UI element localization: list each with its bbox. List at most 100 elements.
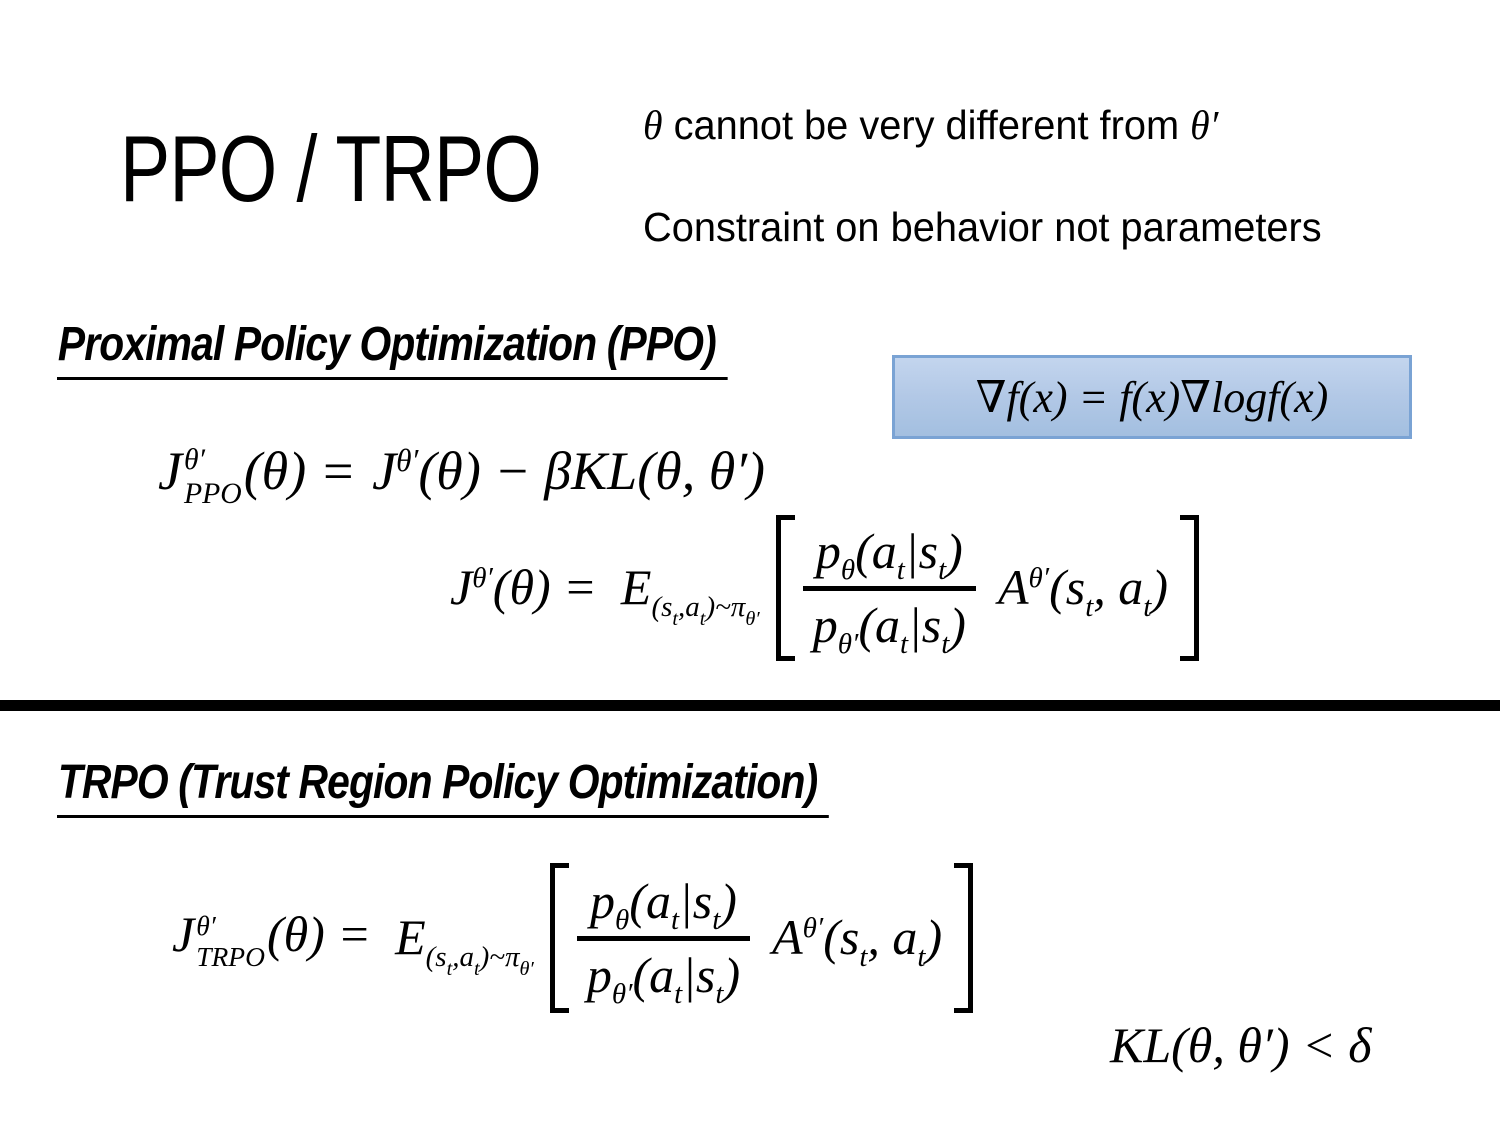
open-s: (s <box>1049 559 1086 616</box>
close-paren: ) <box>949 596 966 653</box>
t-subscript: t <box>896 554 905 587</box>
note-line-2: Constraint on behavior not parameters <box>643 204 1322 250</box>
expectation-subscript: (st,at)~πθ′ <box>651 591 759 630</box>
expectation-term: E(st,at)~πθ′ <box>395 909 534 980</box>
t-subscript: t <box>473 957 480 980</box>
close-paren: ) <box>1151 559 1168 616</box>
lhs-args-equals: (θ) = <box>492 559 597 616</box>
theta-prime-superscript: θ′ <box>802 912 824 945</box>
close-paren: ) <box>723 946 741 1003</box>
given-s: |s <box>679 872 713 929</box>
theta-symbol: θ <box>643 102 663 148</box>
J-symbol: J <box>372 440 397 501</box>
expectation-E-symbol: E <box>620 559 652 616</box>
given-s: |s <box>908 596 942 653</box>
trpo-section-heading: TRPO (Trust Region Policy Optimization) <box>57 757 830 819</box>
theta-subscript: θ <box>840 554 856 587</box>
comma-a: , a <box>1093 559 1144 616</box>
J-script-stack: θ′ PPO <box>184 446 242 509</box>
sub-open-s: (s <box>425 941 447 974</box>
left-bracket <box>775 515 795 661</box>
surrogate-lhs: Jθ′(θ) = <box>450 559 597 617</box>
ppo-subscript: PPO <box>183 477 242 510</box>
t-subscript: t <box>446 957 453 980</box>
right-bracket <box>1179 515 1199 661</box>
fraction-numerator: pθ(at|st) <box>806 519 973 587</box>
close-paren: ) <box>946 522 963 579</box>
lhs-args-equals: (θ) = <box>243 440 357 501</box>
note-line-1: θ cannot be very different from θ′ <box>643 102 1219 148</box>
theta-prime-superscript: θ′ <box>183 444 206 477</box>
left-bracket <box>549 863 569 1013</box>
given-s: |s <box>682 946 716 1003</box>
surrogate-objective-formula: Jθ′(θ) = E(st,at)~πθ′ pθ(at|st) pθ′(at|s… <box>450 515 1199 661</box>
kl-constraint-formula: KL(θ, θ′) < δ <box>1110 1017 1372 1073</box>
t-subscript: t <box>715 978 724 1011</box>
theta-prime-subscript: θ′ <box>611 978 633 1011</box>
fraction-denominator: pθ′(at|st) <box>577 943 750 1011</box>
open-s: (s <box>823 909 860 966</box>
p-symbol: p <box>812 596 838 653</box>
expectation-E-symbol: E <box>395 909 426 966</box>
sub-open-s: (s <box>651 591 673 624</box>
close-paren: ) <box>720 872 737 929</box>
probability-ratio-fraction: pθ(at|st) pθ′(at|st) <box>576 869 751 1011</box>
theta-prime-superscript: θ′ <box>1028 562 1050 595</box>
sub-comma-a: ,a <box>678 591 700 624</box>
theta-prime-superscript: θ′ <box>396 442 419 478</box>
slide-title: PPO / TRPO <box>120 116 542 221</box>
kl-penalty-term: (θ) − βKL(θ, θ′) <box>418 440 766 501</box>
t-subscript: t <box>670 904 680 937</box>
t-subscript: t <box>938 554 947 587</box>
J-symbol: J <box>450 559 473 616</box>
theta-prime-superscript: θ′ <box>196 909 216 941</box>
section-divider <box>0 700 1500 711</box>
p-symbol: p <box>815 522 841 579</box>
t-subscript: t <box>712 904 721 937</box>
probability-ratio-fraction: pθ(at|st) pθ′(at|st) <box>802 519 976 661</box>
note-line-1-text: cannot be very different from <box>662 102 1191 148</box>
ppo-section-heading: Proximal Policy Optimization (PPO) <box>57 319 728 381</box>
t-subscript: t <box>699 607 706 630</box>
open-a: (a <box>855 522 897 579</box>
trpo-subscript: TRPO <box>196 941 265 973</box>
gradient-identity-highlight: ∇f(x) = f(x)∇logf(x) <box>892 355 1412 439</box>
expectation-term: E(st,at)~πθ′ <box>620 559 760 630</box>
sub-close-pi: )~π <box>479 941 520 974</box>
advantage-term: Aθ′(st, at) <box>997 559 1168 623</box>
open-a: (a <box>858 596 900 653</box>
J-script-stack: θ′ TRPO <box>196 912 265 971</box>
given-s: |s <box>904 522 939 579</box>
theta-prime-subscript: θ′ <box>837 628 859 661</box>
t-subscript: t <box>859 940 868 973</box>
t-subscript: t <box>672 607 679 630</box>
p-symbol: p <box>586 946 612 1003</box>
comma-a: , a <box>867 909 918 966</box>
theta-prime-symbol: θ′ <box>1190 102 1219 148</box>
theta-prime-subscript: θ′ <box>519 957 534 980</box>
fraction-denominator: pθ′(at|st) <box>803 593 976 661</box>
A-symbol: A <box>997 559 1029 616</box>
expectation-subscript: (st,at)~πθ′ <box>425 941 534 980</box>
fraction-bar <box>802 585 976 591</box>
theta-prime-subscript: θ′ <box>745 607 760 630</box>
p-symbol: p <box>590 872 616 929</box>
t-subscript: t <box>941 628 950 661</box>
t-subscript: t <box>1143 590 1152 623</box>
A-symbol: A <box>772 909 803 966</box>
t-subscript: t <box>917 940 926 973</box>
J-symbol: J <box>158 440 182 501</box>
open-a: (a <box>632 946 675 1003</box>
fraction-numerator: pθ(at|st) <box>580 869 747 937</box>
lhs-args-equals: (θ) = <box>266 906 372 963</box>
t-subscript: t <box>674 978 683 1011</box>
sub-close-pi: )~π <box>705 591 746 624</box>
open-a: (a <box>629 872 671 929</box>
t-subscript: t <box>1085 590 1094 623</box>
t-subscript: t <box>899 628 909 661</box>
theta-prime-superscript: θ′ <box>472 562 493 595</box>
